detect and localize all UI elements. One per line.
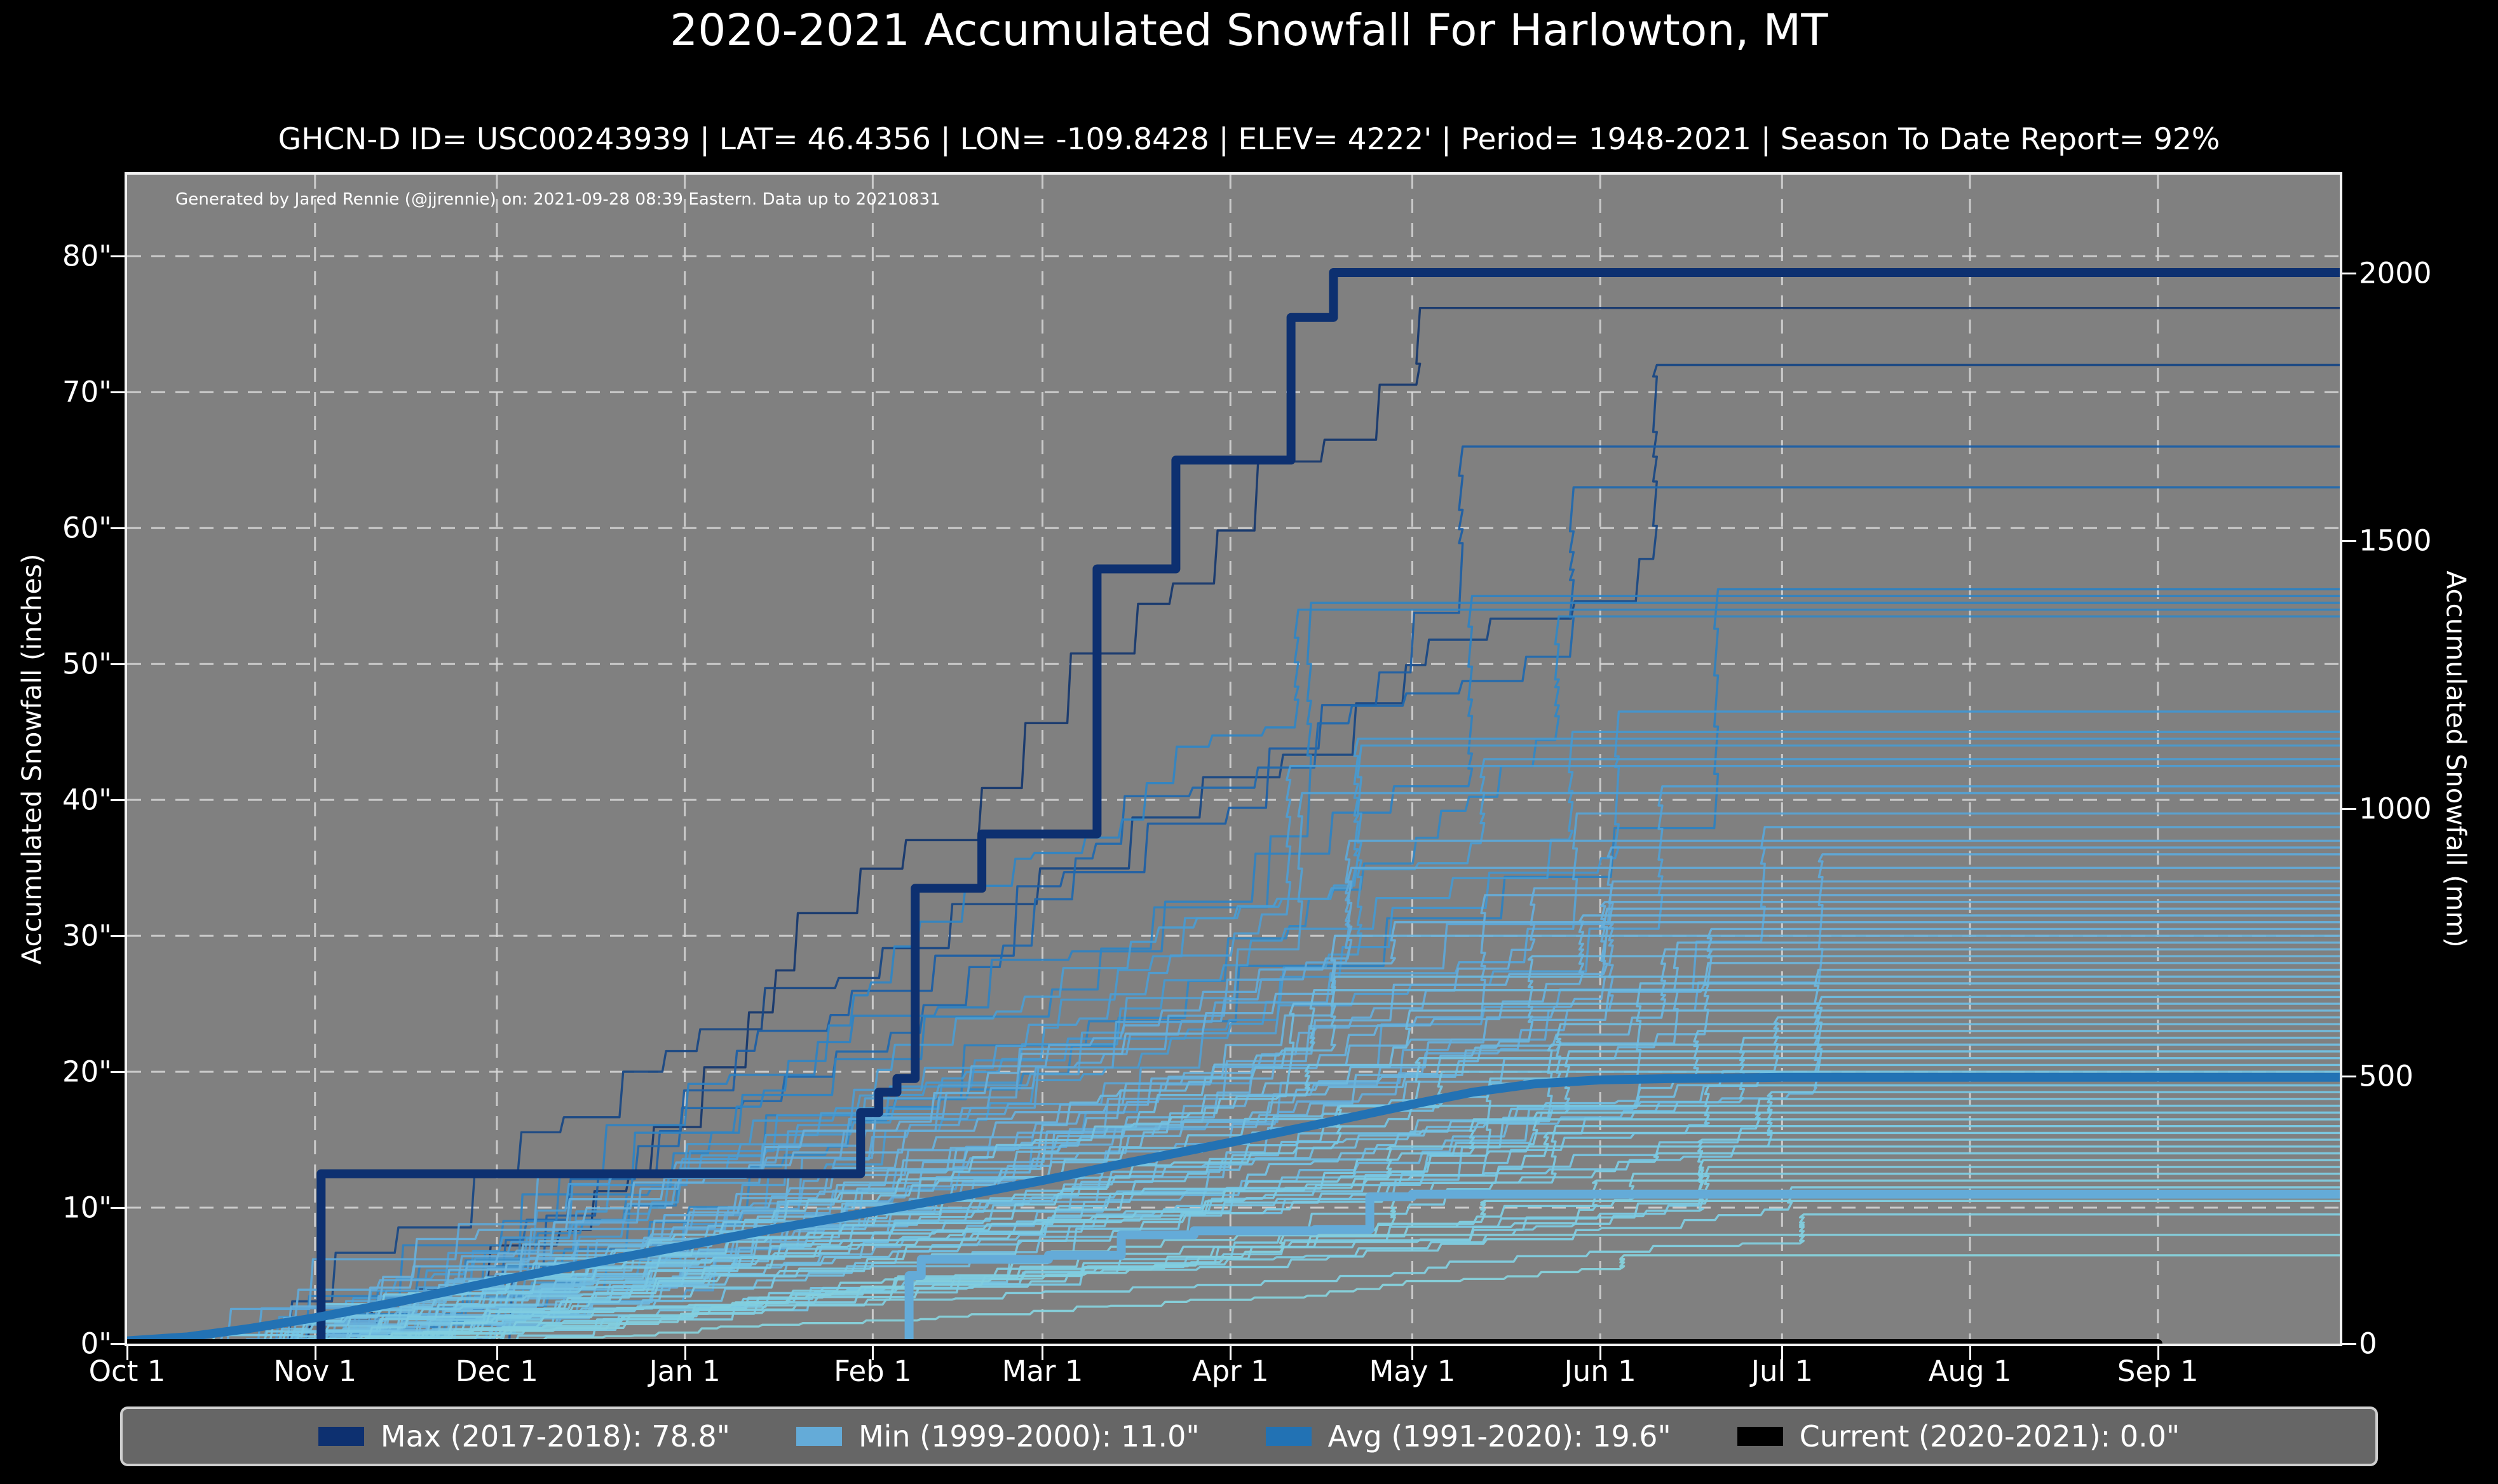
y-tickmark-left-1: [111, 1207, 125, 1210]
y-tick-left-4: 40": [62, 783, 112, 817]
y-tick-left-6: 60": [62, 511, 112, 545]
y-tickmark-left-4: [111, 799, 125, 802]
series-min: [127, 1189, 2340, 1344]
y-tick-right-1: 500: [2359, 1059, 2413, 1093]
series-avg: [127, 1072, 2340, 1344]
x-tickmark-11: [2157, 1346, 2159, 1360]
y-tick-right-3: 1500: [2359, 523, 2432, 558]
y-tick-left-8: 80": [62, 239, 112, 273]
chart-canvas: [127, 175, 2340, 1344]
y-tick-right-2: 1000: [2359, 792, 2432, 825]
x-tickmark-1: [314, 1346, 316, 1360]
legend-item-current-swatch: [1737, 1427, 1783, 1446]
y-tickmark-left-5: [111, 663, 125, 666]
y-tickmark-left-7: [111, 391, 125, 394]
plot-area: Generated by Jared Rennie (@jjrennie) on…: [125, 172, 2342, 1346]
y-axis-label-left-text: Accumulated Snowfall (inches): [16, 553, 48, 965]
y-tick-right-0: 0: [2359, 1326, 2377, 1361]
y-tickmark-left-3: [111, 935, 125, 938]
x-tickmark-8: [1599, 1346, 1602, 1360]
y-tickmark-left-6: [111, 527, 125, 530]
legend-item-current-label: Current (2020-2021): 0.0": [1799, 1419, 2180, 1454]
y-tick-left-0: 0": [80, 1326, 112, 1361]
legend-item-min[interactable]: Min (1999-2000): 11.0": [796, 1419, 1200, 1454]
x-tickmark-7: [1411, 1346, 1414, 1360]
x-tickmark-9: [1781, 1346, 1784, 1360]
y-tick-left-7: 70": [62, 375, 112, 409]
legend-item-max-swatch: [318, 1427, 364, 1446]
attribution-text: Generated by Jared Rennie (@jjrennie) on…: [175, 190, 940, 209]
x-tickmark-4: [872, 1346, 874, 1360]
x-tickmark-6: [1230, 1346, 1232, 1360]
y-axis-label-right: Accumulated Snowfall (mm): [2440, 172, 2472, 1346]
y-tickmark-right-0: [2342, 1343, 2356, 1345]
chart-legend: Max (2017-2018): 78.8" Min (1999-2000): 1…: [120, 1406, 2378, 1466]
y-tick-left-2: 20": [62, 1055, 112, 1089]
legend-item-max[interactable]: Max (2017-2018): 78.8": [318, 1419, 730, 1454]
legend-item-avg-swatch: [1265, 1427, 1312, 1446]
legend-item-avg-label: Avg (1991-2020): 19.6": [1327, 1419, 1671, 1454]
y-tick-left-5: 50": [62, 647, 112, 681]
y-tickmark-right-2: [2342, 807, 2356, 810]
legend-item-max-label: Max (2017-2018): 78.8": [380, 1419, 730, 1454]
legend-item-avg[interactable]: Avg (1991-2020): 19.6": [1265, 1419, 1671, 1454]
y-tick-right-4: 2000: [2359, 256, 2432, 290]
bold-series: [127, 268, 2340, 1344]
x-tickmark-10: [1969, 1346, 1972, 1360]
x-tickmark-5: [1042, 1346, 1044, 1360]
y-axis-label-left: Accumulated Snowfall (inches): [17, 172, 48, 1346]
x-tickmark-3: [684, 1346, 686, 1360]
y-tickmark-left-0: [111, 1343, 125, 1345]
legend-item-min-label: Min (1999-2000): 11.0": [858, 1419, 1200, 1454]
y-tickmark-right-3: [2342, 540, 2356, 543]
y-tickmark-left-2: [111, 1071, 125, 1074]
y-axis-label-right-text: Accumulated Snowfall (mm): [2440, 570, 2472, 948]
y-tick-left-3: 30": [62, 919, 112, 953]
page-title: 2020-2021 Accumulated Snowfall For Harlo…: [670, 5, 1828, 56]
y-tickmark-right-1: [2342, 1075, 2356, 1077]
y-tickmark-left-8: [111, 255, 125, 258]
legend-item-min-swatch: [796, 1427, 842, 1446]
chart-subtitle: GHCN-D ID= USC00243939 | LAT= 46.4356 | …: [278, 122, 2220, 157]
y-tickmark-right-4: [2342, 273, 2356, 275]
series-max: [127, 268, 2340, 1344]
plot-inner: [127, 175, 2340, 1344]
x-tickmark-0: [126, 1346, 128, 1360]
y-tick-left-1: 10": [62, 1191, 112, 1225]
x-tickmark-2: [496, 1346, 498, 1360]
legend-item-current[interactable]: Current (2020-2021): 0.0": [1737, 1419, 2180, 1454]
